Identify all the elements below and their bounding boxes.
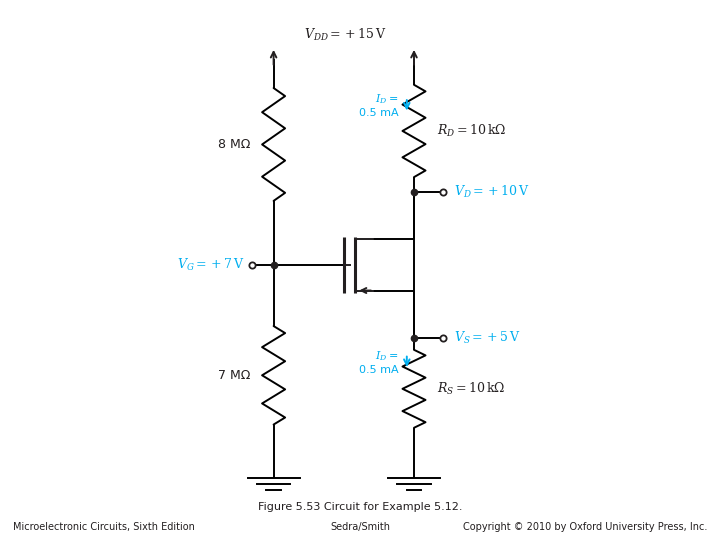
- Text: Microelectronic Circuits, Sixth Edition: Microelectronic Circuits, Sixth Edition: [13, 522, 195, 532]
- Text: 8 MΩ: 8 MΩ: [218, 138, 251, 151]
- Text: $I_D =$
0.5 mA: $I_D =$ 0.5 mA: [359, 92, 398, 118]
- Text: Copyright © 2010 by Oxford University Press, Inc.: Copyright © 2010 by Oxford University Pr…: [463, 522, 707, 532]
- Text: $V_D = +10\,\mathrm{V}$: $V_D = +10\,\mathrm{V}$: [454, 184, 529, 200]
- Text: $V_{DD} = +15\,\mathrm{V}$: $V_{DD} = +15\,\mathrm{V}$: [304, 27, 387, 43]
- Text: 7 MΩ: 7 MΩ: [218, 369, 251, 382]
- Text: $V_S = +5\,\mathrm{V}$: $V_S = +5\,\mathrm{V}$: [454, 329, 521, 346]
- Text: $V_G = +7\,\mathrm{V}$: $V_G = +7\,\mathrm{V}$: [177, 256, 245, 273]
- Text: Figure 5.53 Circuit for Example 5.12.: Figure 5.53 Circuit for Example 5.12.: [258, 502, 462, 511]
- Text: $R_D = 10\,\mathrm{k\Omega}$: $R_D = 10\,\mathrm{k\Omega}$: [437, 123, 506, 139]
- Text: Sedra/Smith: Sedra/Smith: [330, 522, 390, 532]
- Text: $I_D =$
0.5 mA: $I_D =$ 0.5 mA: [359, 349, 398, 375]
- Text: $R_S = 10\,\mathrm{k\Omega}$: $R_S = 10\,\mathrm{k\Omega}$: [437, 381, 505, 397]
